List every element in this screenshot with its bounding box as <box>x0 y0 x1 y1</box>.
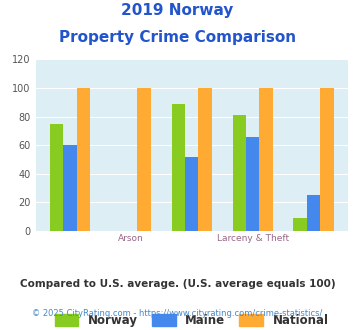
Text: © 2025 CityRating.com - https://www.cityrating.com/crime-statistics/: © 2025 CityRating.com - https://www.city… <box>32 309 323 317</box>
Bar <box>246 137 260 231</box>
Bar <box>320 88 334 231</box>
Text: 2019 Norway: 2019 Norway <box>121 3 234 18</box>
Bar <box>171 104 185 231</box>
Bar <box>137 88 151 231</box>
Bar <box>50 124 63 231</box>
Text: Property Crime Comparison: Property Crime Comparison <box>59 30 296 45</box>
Bar <box>233 115 246 231</box>
Bar <box>260 88 273 231</box>
Bar <box>77 88 90 231</box>
Bar <box>185 157 198 231</box>
Bar <box>294 218 307 231</box>
Bar <box>198 88 212 231</box>
Bar <box>63 145 77 231</box>
Text: Compared to U.S. average. (U.S. average equals 100): Compared to U.S. average. (U.S. average … <box>20 279 335 289</box>
Legend: Norway, Maine, National: Norway, Maine, National <box>50 309 333 330</box>
Bar <box>307 195 320 231</box>
